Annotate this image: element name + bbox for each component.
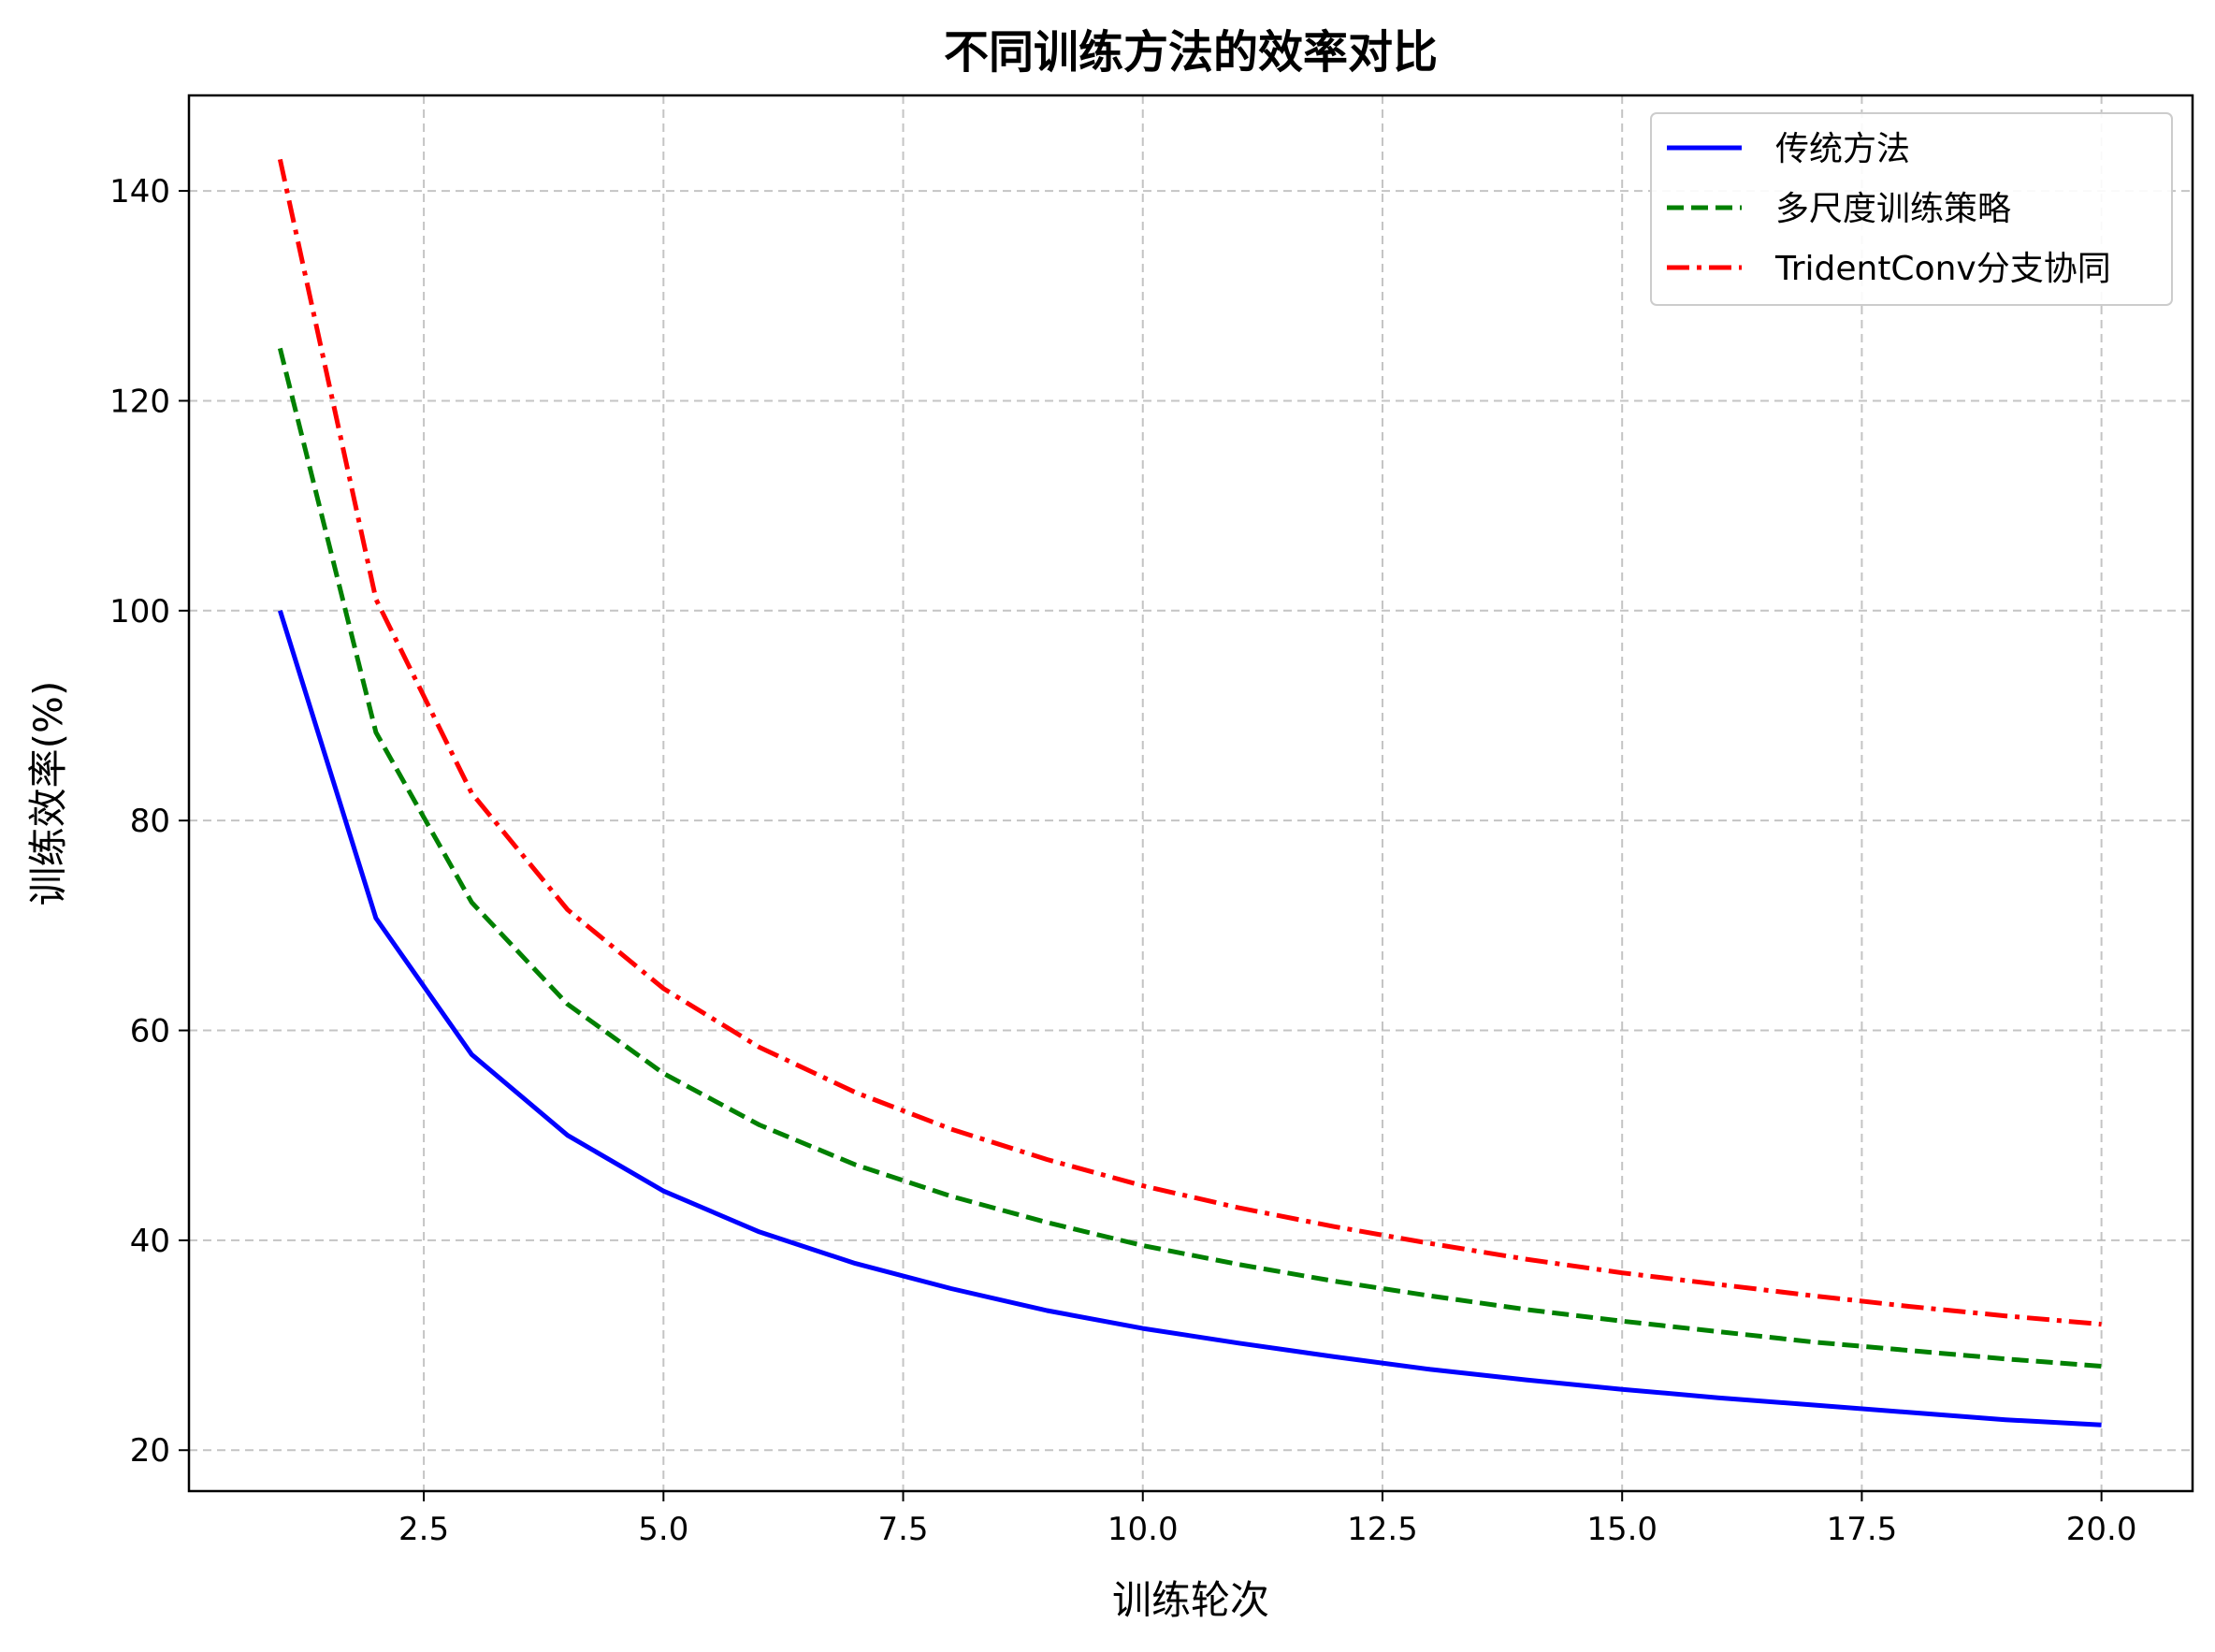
y-tick-label: 100: [109, 593, 170, 630]
x-tick-label: 7.5: [877, 1511, 928, 1548]
x-tick-label: 5.0: [638, 1511, 688, 1548]
x-tick-label: 20.0: [2066, 1511, 2137, 1548]
series-line-3: [277, 158, 2102, 1327]
legend-label-2: 多尺度训练策略: [1775, 190, 2011, 228]
x-tick-label: 10.0: [1108, 1511, 1179, 1548]
plot-area-frame: [187, 94, 2194, 1493]
y-axis-label: 训练效率(%): [25, 681, 71, 906]
y-tick-label: 120: [109, 383, 170, 420]
x-tick-label: 17.5: [1827, 1511, 1898, 1548]
legend-box: [1650, 112, 2173, 306]
y-tick-label: 140: [109, 173, 170, 210]
series-line-1: [278, 610, 2102, 1427]
x-axis-label: 训练轮次: [1112, 1577, 1269, 1623]
x-tick-label: 12.5: [1347, 1511, 1418, 1548]
y-tick-label: 40: [130, 1223, 170, 1260]
y-tick-label: 60: [130, 1013, 170, 1051]
chart-title: 不同训练方法的效率对比: [944, 26, 1438, 79]
y-axis-ticks: 20 40 60 80 100 120 140: [109, 173, 189, 1470]
x-axis-ticks: 2.5 5.0 7.5 10.0 12.5 15.0 17.5 20.0: [398, 1491, 2136, 1548]
series-line-2: [277, 347, 2102, 1369]
series-lines: [277, 158, 2102, 1427]
legend-label-1: 传统方法: [1775, 130, 1910, 168]
y-tick-label: 20: [130, 1432, 170, 1470]
x-tick-label: 15.0: [1586, 1511, 1658, 1548]
legend-label-3: TridentConv分支协同: [1774, 250, 2111, 288]
x-tick-label: 2.5: [398, 1511, 449, 1548]
y-tick-label: 80: [130, 803, 170, 840]
